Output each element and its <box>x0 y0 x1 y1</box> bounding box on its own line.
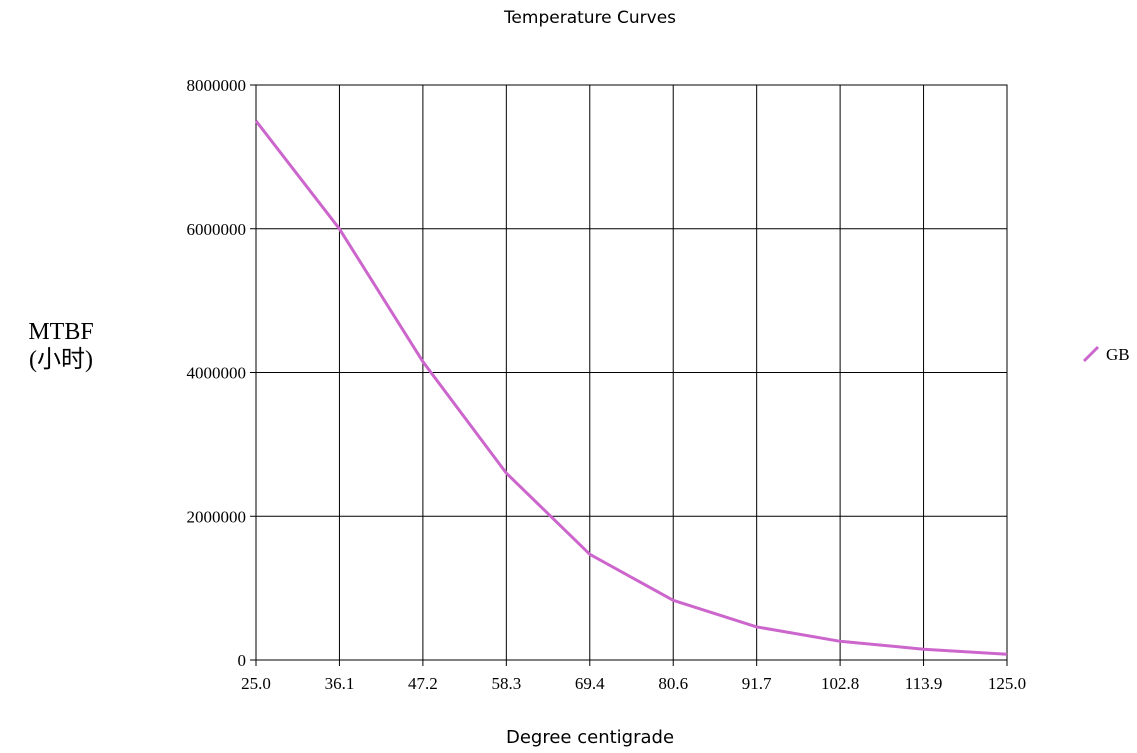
x-tick-label: 113.9 <box>905 674 943 693</box>
x-tick-label: 25.0 <box>241 674 271 693</box>
legend-swatch <box>1082 345 1100 363</box>
y-tick-label: 6000000 <box>187 220 247 239</box>
y-axis-label-line-2: (小时) <box>29 347 93 373</box>
y-tick-labels: 0 2000000 4000000 6000000 8000000 <box>187 76 256 670</box>
grid-lines <box>256 85 1007 660</box>
y-tick-label: 8000000 <box>187 76 247 95</box>
legend: GB <box>1082 345 1130 364</box>
legend-label: GB <box>1106 345 1130 364</box>
y-tick-label: 4000000 <box>187 364 247 383</box>
x-tick-label: 80.6 <box>658 674 688 693</box>
x-tick-label: 91.7 <box>742 674 772 693</box>
y-axis-label: MTBF (小时) <box>0 318 122 374</box>
series-lines <box>254 119 1008 656</box>
x-tick-label: 47.2 <box>408 674 438 693</box>
x-tick-label: 125.0 <box>988 674 1026 693</box>
x-tick-label: 102.8 <box>821 674 859 693</box>
x-tick-label: 58.3 <box>491 674 521 693</box>
x-tick-label: 69.4 <box>575 674 605 693</box>
chart-title: Temperature Curves <box>503 8 677 28</box>
y-axis-label-line-1: MTBF <box>28 319 94 345</box>
y-tick-label: 0 <box>238 651 247 670</box>
series-line-gb <box>254 119 1008 656</box>
y-tick-label: 2000000 <box>187 507 247 526</box>
x-tick-label: 36.1 <box>325 674 355 693</box>
x-tick-labels: 25.0 36.1 47.2 58.3 69.4 80.6 91.7 102.8 113.9 12… <box>241 660 1026 693</box>
x-axis-label: Degree centigrade <box>505 727 675 748</box>
